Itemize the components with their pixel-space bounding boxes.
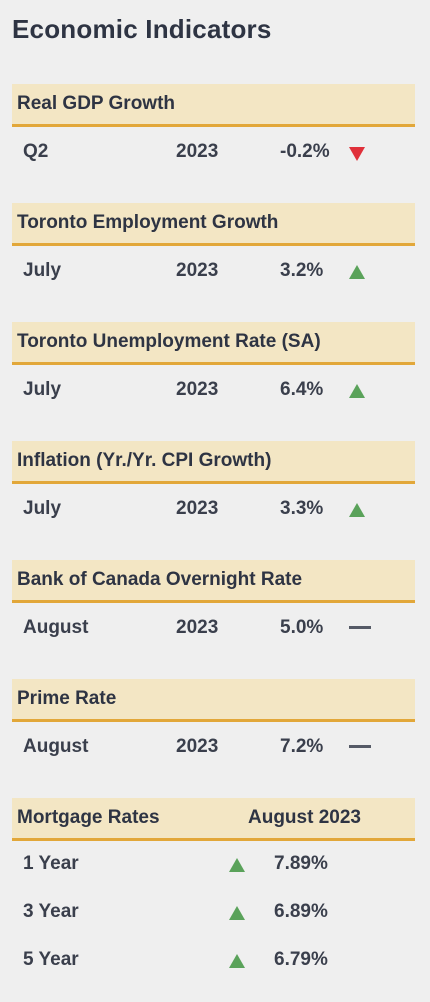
mortgage-header: Mortgage Rates August 2023 — [12, 798, 415, 841]
indicator-prime-rate: Prime Rate August 2023 7.2% — [12, 679, 415, 770]
indicator-row: July 2023 6.4% — [12, 365, 415, 413]
up-icon — [229, 954, 245, 968]
up-icon — [229, 906, 245, 920]
indicator-header: Prime Rate — [12, 679, 415, 722]
indicator-value: 5.0% — [280, 617, 324, 638]
mortgage-value: 6.89% — [274, 901, 328, 922]
indicator-toronto-unemployment-rate: Toronto Unemployment Rate (SA) July 2023… — [12, 322, 415, 413]
indicator-period: July — [23, 260, 62, 281]
mortgage-header-date: August 2023 — [248, 807, 361, 828]
indicator-header: Real GDP Growth — [12, 84, 415, 127]
indicator-period: August — [23, 736, 89, 757]
down-icon — [349, 147, 365, 161]
mortgage-row: 5 Year 6.79% — [12, 937, 415, 985]
indicator-row: Q2 2023 -0.2% — [12, 127, 415, 175]
mortgage-header-label: Mortgage Rates — [17, 807, 160, 828]
page-title: Economic Indicators — [12, 14, 272, 44]
indicator-value: -0.2% — [280, 141, 330, 162]
indicator-year: 2023 — [176, 617, 219, 638]
indicator-header: Toronto Employment Growth — [12, 203, 415, 246]
mortgage-rates-section: Mortgage Rates August 2023 1 Year 7.89% … — [12, 798, 415, 985]
up-icon — [349, 503, 365, 517]
flat-icon — [349, 626, 371, 629]
mortgage-term: 5 Year — [23, 949, 79, 970]
up-icon — [349, 384, 365, 398]
indicator-year: 2023 — [176, 498, 219, 519]
indicator-period: July — [23, 498, 62, 519]
mortgage-value: 7.89% — [274, 853, 328, 874]
indicator-row: August 2023 7.2% — [12, 722, 415, 770]
indicator-period: July — [23, 379, 62, 400]
indicator-value: 3.3% — [280, 498, 324, 519]
indicator-period: Q2 — [23, 141, 49, 162]
indicator-value: 3.2% — [280, 260, 324, 281]
indicator-header: Inflation (Yr./Yr. CPI Growth) — [12, 441, 415, 484]
mortgage-row: 1 Year 7.89% — [12, 841, 415, 889]
indicator-period: August — [23, 617, 89, 638]
indicator-value: 7.2% — [280, 736, 324, 757]
up-icon — [229, 858, 245, 872]
indicator-year: 2023 — [176, 736, 219, 757]
indicator-year: 2023 — [176, 260, 219, 281]
mortgage-term: 3 Year — [23, 901, 79, 922]
indicator-inflation: Inflation (Yr./Yr. CPI Growth) July 2023… — [12, 441, 415, 532]
up-icon — [349, 265, 365, 279]
indicator-toronto-employment-growth: Toronto Employment Growth July 2023 3.2% — [12, 203, 415, 294]
indicator-header: Toronto Unemployment Rate (SA) — [12, 322, 415, 365]
indicator-row: August 2023 5.0% — [12, 603, 415, 651]
indicator-year: 2023 — [176, 379, 219, 400]
indicator-row: July 2023 3.3% — [12, 484, 415, 532]
indicator-real-gdp-growth: Real GDP Growth Q2 2023 -0.2% — [12, 84, 415, 175]
flat-icon — [349, 745, 371, 748]
indicator-boc-overnight-rate: Bank of Canada Overnight Rate August 202… — [12, 560, 415, 651]
indicator-row: July 2023 3.2% — [12, 246, 415, 294]
mortgage-row: 3 Year 6.89% — [12, 889, 415, 937]
mortgage-value: 6.79% — [274, 949, 328, 970]
indicator-header: Bank of Canada Overnight Rate — [12, 560, 415, 603]
mortgage-term: 1 Year — [23, 853, 79, 874]
indicator-value: 6.4% — [280, 379, 324, 400]
indicator-year: 2023 — [176, 141, 219, 162]
